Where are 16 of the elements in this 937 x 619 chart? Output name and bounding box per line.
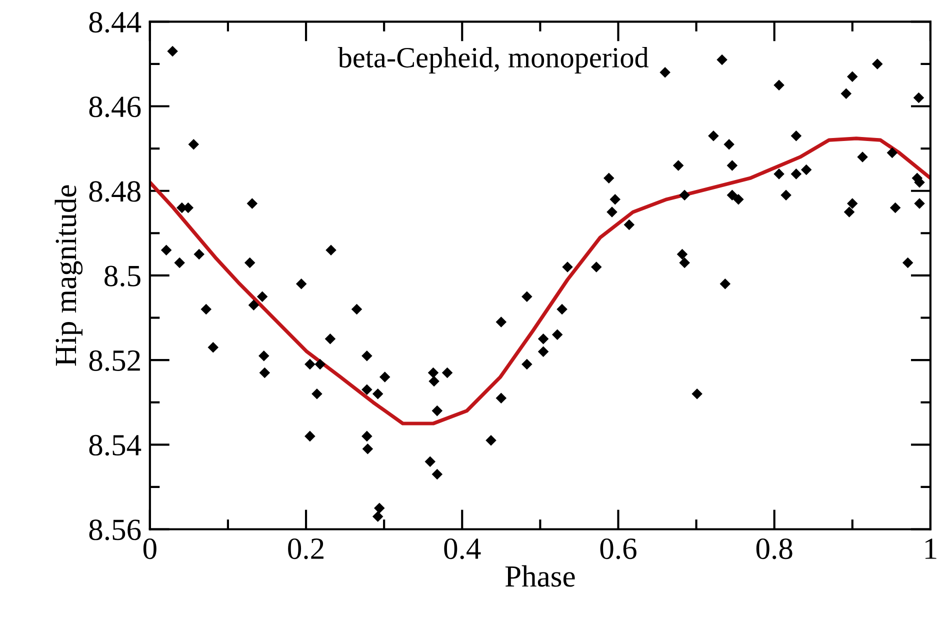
y-tick-label: 8.46 xyxy=(89,96,141,118)
annotation: beta-Cepheid, monoperiod xyxy=(338,47,648,74)
y-tick-label: 8.56 xyxy=(89,520,141,540)
x-tick-label: 0 xyxy=(143,538,156,560)
y-tick-label: 8.54 xyxy=(89,434,142,456)
x-tick-label: 0.6 xyxy=(600,538,636,560)
x-tick-label: 0.8 xyxy=(756,538,792,560)
y-axis-title: Hip magnitude xyxy=(54,185,83,366)
y-tick-label: 8.52 xyxy=(89,350,140,372)
x-tick-label: 1 xyxy=(925,538,936,559)
x-tick-label: 0.2 xyxy=(288,538,324,560)
x-tick-label: 0.4 xyxy=(444,538,481,560)
y-tick-label: 8.5 xyxy=(104,266,140,286)
y-tick-label: 8.48 xyxy=(89,181,140,202)
y-tick-label: 8.44 xyxy=(89,12,142,33)
x-axis-title: Phase xyxy=(505,565,575,587)
